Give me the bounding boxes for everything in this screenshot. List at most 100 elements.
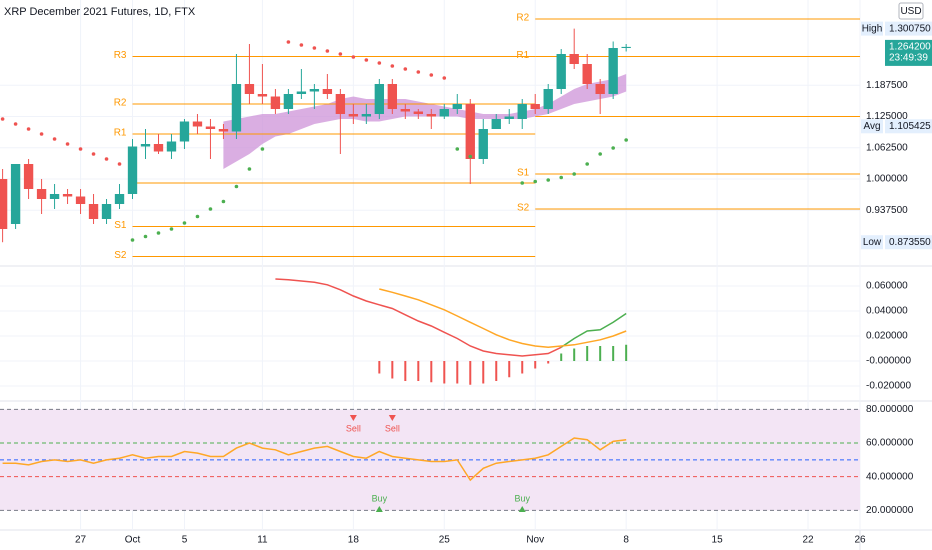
candle-body: [153, 144, 164, 152]
sar-dot: [468, 154, 473, 159]
y-tick-label: 0.040000: [866, 306, 908, 317]
sar-dot: [429, 73, 434, 77]
histogram-bar: [456, 361, 459, 384]
sar-dot: [52, 137, 57, 141]
candle-body: [556, 54, 566, 89]
histogram-bar: [586, 346, 589, 361]
y-tick-label: 1.000000: [866, 174, 908, 185]
candle-body: [335, 94, 346, 114]
x-tick-label: Oct: [125, 535, 141, 546]
histogram-bar: [625, 344, 628, 361]
buy-marker: [518, 506, 526, 512]
badge-value: 1.105425: [889, 121, 931, 132]
candle-body: [114, 194, 125, 204]
sar-dot: [338, 52, 343, 56]
candle-body: [322, 89, 333, 94]
y-tick-label: -0.020000: [866, 381, 911, 392]
x-tick-label: 25: [439, 535, 451, 546]
pivot-label: S2: [114, 250, 127, 261]
buy-marker: [375, 506, 383, 512]
buy-label: Buy: [514, 493, 530, 503]
badge-value: 0.873550: [889, 237, 931, 248]
x-tick-label: Nov: [526, 535, 544, 546]
pivot-label: R1: [114, 128, 127, 139]
sar-dot: [572, 172, 576, 176]
sar-dot: [182, 221, 187, 225]
badge-box: [885, 235, 932, 250]
histogram-bar: [547, 361, 550, 364]
x-tick-label: 11: [257, 535, 268, 546]
candle-body: [0, 179, 8, 229]
candle-body: [257, 94, 268, 97]
sar-dot: [546, 178, 551, 182]
candle-body: [166, 141, 177, 152]
buy-label: Buy: [372, 493, 388, 503]
x-tick-label: 18: [348, 535, 360, 546]
y-tick-label: 1.062500: [866, 142, 908, 153]
sar-dot: [377, 61, 382, 65]
candle-body: [608, 48, 618, 94]
sar-dot: [624, 138, 628, 142]
candle-body: [205, 126, 216, 129]
sar-dot: [130, 238, 135, 242]
sar-dot: [286, 40, 291, 44]
histogram-bar: [612, 346, 615, 361]
sar-dot: [26, 127, 31, 131]
sar-dot: [104, 157, 109, 161]
badge-value: 1.264200: [889, 42, 931, 53]
badge-box: [885, 39, 932, 66]
candle-body: [192, 121, 203, 127]
candle-body: [517, 104, 527, 119]
badge-label-box: [861, 235, 883, 250]
sar-dot: [195, 214, 200, 219]
candle-body: [452, 104, 462, 109]
macd-line: [560, 312, 627, 348]
candle-body: [244, 84, 255, 94]
candle-body: [413, 111, 423, 114]
badge-label: High: [862, 23, 883, 34]
sar-dot: [403, 67, 408, 71]
histogram-bar: [469, 361, 472, 385]
candle-body: [543, 89, 553, 109]
sar-dot: [156, 231, 161, 235]
y-tick-label: 80.000000: [866, 404, 914, 415]
currency-box[interactable]: [898, 2, 924, 20]
candle-body: [361, 114, 372, 117]
sar-dot: [39, 132, 44, 136]
candle-body: [465, 104, 475, 159]
candle-body: [374, 84, 385, 114]
candle-body: [621, 46, 631, 48]
sell-marker: [388, 415, 396, 421]
x-tick-label: 8: [623, 535, 629, 546]
sar-dot: [442, 76, 447, 80]
candle-body: [348, 114, 359, 117]
badge-label: Avg: [863, 121, 880, 132]
candle-body: [140, 144, 151, 147]
sar-dot: [91, 152, 96, 156]
sar-dot: [585, 162, 589, 166]
candle-body: [49, 194, 60, 199]
histogram-bar: [482, 361, 485, 384]
sell-label: Sell: [385, 423, 400, 433]
sar-dot: [13, 122, 18, 126]
sar-dot: [117, 162, 122, 166]
candle-body: [309, 89, 320, 92]
badge-value: 1.300750: [889, 23, 931, 34]
currency: USD: [900, 6, 921, 17]
candle-body: [10, 164, 21, 224]
sar-dot: [455, 147, 460, 151]
candle-body: [439, 109, 449, 117]
badge-label-box: [861, 21, 883, 36]
candle-body: [127, 146, 138, 194]
sar-dot: [559, 175, 564, 180]
pivot-label: S1: [114, 220, 127, 231]
pivot-label: R2: [114, 98, 127, 109]
histogram-bar: [573, 348, 576, 361]
macd-line: [275, 278, 562, 357]
y-tick-label: 1.125000: [866, 111, 908, 122]
candle-body: [23, 164, 34, 189]
candle-body: [270, 96, 281, 109]
candle-body: [478, 129, 488, 159]
